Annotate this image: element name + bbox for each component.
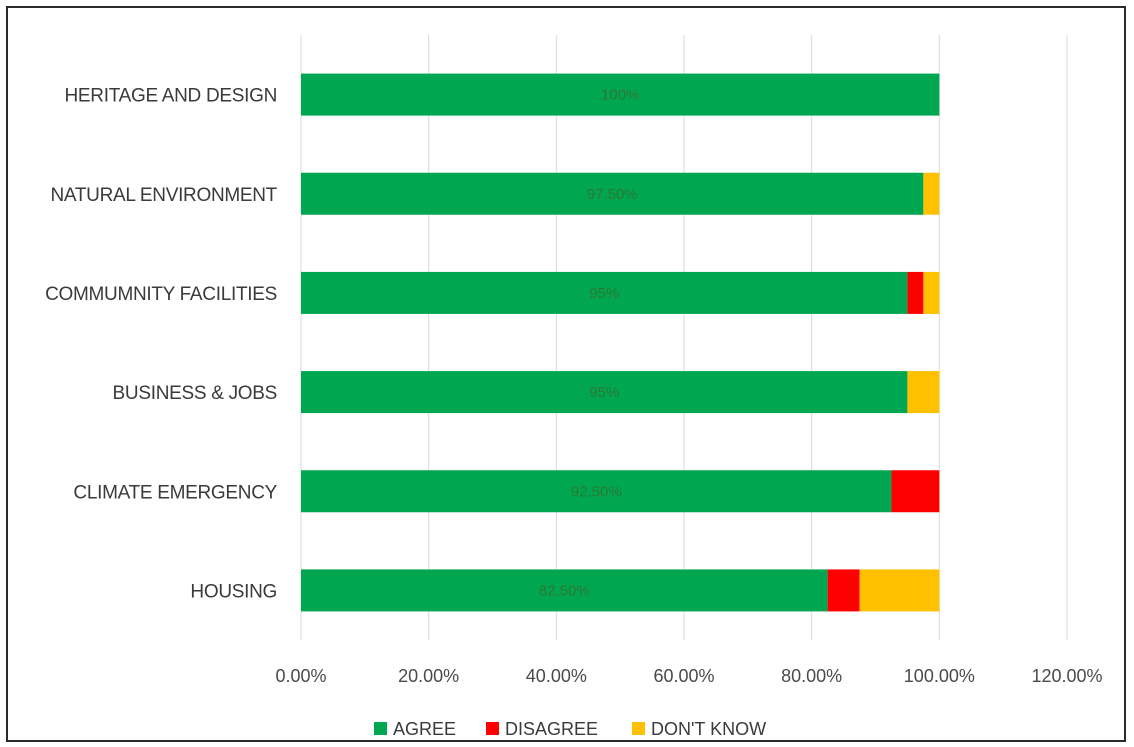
bar-disagree-2 <box>907 271 924 314</box>
bar-agree-3 <box>301 371 908 414</box>
bar-agree-1 <box>301 172 924 215</box>
category-label-2: COMMUMNITY FACILITIES <box>45 284 277 305</box>
category-labels: HERITAGE AND DESIGN NATURAL ENVIRONMENT CO… <box>45 86 278 603</box>
category-label-3: BUSINESS & JOBS <box>113 383 277 404</box>
x-tick-label-5: 100.00% <box>904 666 975 686</box>
data-label-3: 95% <box>589 384 619 401</box>
x-tick-label-4: 80.00% <box>781 666 842 686</box>
legend-label-2: DON'T KNOW <box>651 719 766 739</box>
bar-agree-0 <box>301 73 940 116</box>
data-label-4: 92.50% <box>571 483 622 500</box>
legend-swatch-2 <box>632 722 645 735</box>
bar-don-t-know-1 <box>923 172 940 215</box>
data-label-2: 95% <box>589 285 619 302</box>
x-tick-label-3: 60.00% <box>653 666 714 686</box>
category-label-0: HERITAGE AND DESIGN <box>65 86 278 107</box>
category-label-5: HOUSING <box>190 581 277 602</box>
legend-swatch-0 <box>374 722 387 735</box>
bars: 100% 97.50% 95% 95% 92.50% 82.50% <box>301 73 940 612</box>
legend-label-1: DISAGREE <box>505 719 598 739</box>
bar-disagree-5 <box>827 569 860 612</box>
legend-label-0: AGREE <box>393 719 456 739</box>
category-label-1: NATURAL ENVIRONMENT <box>50 185 277 206</box>
data-label-0: 100% <box>601 87 639 104</box>
bar-don-t-know-2 <box>923 271 940 314</box>
x-axis-ticks: 0.00% 20.00% 40.00% 60.00% 80.00% 100.00% 120.… <box>275 666 1102 686</box>
category-label-4: CLIMATE EMERGENCY <box>73 482 277 503</box>
bar-agree-5 <box>301 569 828 612</box>
x-tick-label-1: 20.00% <box>398 666 459 686</box>
bar-don-t-know-5 <box>859 569 940 612</box>
bar-don-t-know-3 <box>907 371 940 414</box>
x-tick-label-6: 120.00% <box>1031 666 1102 686</box>
data-label-5: 82.50% <box>539 582 590 599</box>
x-tick-label-2: 40.00% <box>526 666 587 686</box>
legend-swatch-1 <box>486 722 499 735</box>
gridlines <box>300 35 1068 640</box>
bar-disagree-4 <box>891 470 940 513</box>
data-label-1: 97.50% <box>587 186 638 203</box>
bar-agree-2 <box>301 271 908 314</box>
legend: AGREE DISAGREE DON'T KNOW <box>374 719 766 739</box>
x-tick-label-0: 0.00% <box>275 666 326 686</box>
bar-agree-4 <box>301 470 892 513</box>
